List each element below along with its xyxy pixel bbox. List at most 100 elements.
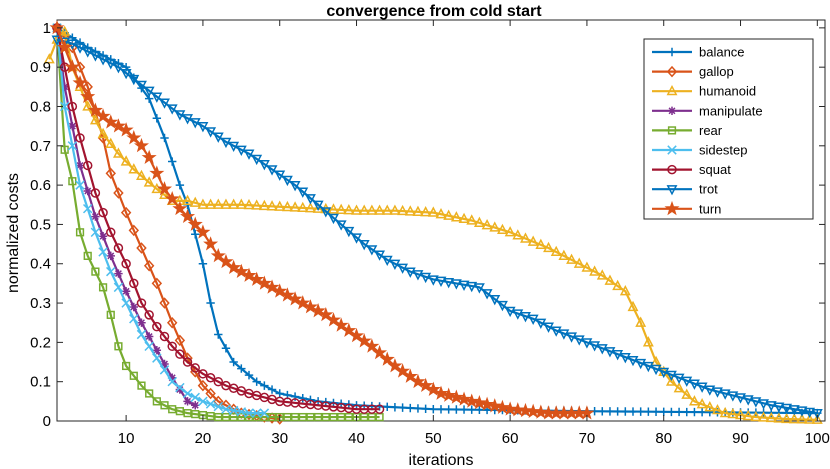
data-point-turn: [103, 114, 119, 129]
data-point-turn: [379, 351, 395, 366]
data-point-trot: [166, 104, 178, 115]
data-point-trot: [612, 350, 624, 361]
legend-label-squat: squat: [699, 162, 731, 177]
data-point-humanoid: [266, 200, 278, 211]
data-point-gallop: [151, 277, 163, 290]
data-point-humanoid: [182, 194, 194, 205]
data-point-trot: [51, 35, 63, 46]
data-point-trot: [358, 239, 370, 251]
legend-items: balance gallop humanoid manipulate rear sides…: [652, 45, 763, 216]
data-point-humanoid: [427, 206, 439, 217]
data-point-trot: [366, 245, 378, 256]
data-point-trot: [673, 373, 685, 384]
data-point-humanoid: [466, 214, 478, 225]
data-point-trot: [619, 353, 631, 364]
data-point-rear: [298, 412, 307, 422]
data-point-sidestep: [75, 180, 85, 190]
data-point-squat: [167, 341, 177, 352]
data-point-balance: [298, 393, 307, 403]
data-point-balance: [682, 407, 691, 417]
data-point-manipulate: [160, 359, 169, 369]
data-point-balance: [621, 407, 630, 416]
data-point-balance: [421, 404, 430, 414]
data-point-humanoid: [527, 235, 539, 246]
data-point-sidestep: [251, 408, 262, 418]
y-tick-label: 0.9: [30, 59, 51, 76]
x-tick-label: 70: [579, 430, 596, 447]
data-point-trot: [274, 170, 286, 181]
data-point-humanoid: [589, 265, 601, 276]
data-point-sidestep: [136, 329, 147, 340]
data-point-trot: [573, 335, 585, 346]
data-point-turn: [487, 398, 503, 413]
data-point-trot: [788, 405, 800, 416]
data-point-turn: [157, 181, 173, 196]
data-point-rear: [114, 342, 123, 351]
data-point-humanoid: [312, 202, 324, 213]
data-point-humanoid: [642, 336, 654, 347]
data-point-turn: [349, 327, 365, 343]
data-point-trot: [297, 187, 309, 198]
data-point-sidestep: [182, 388, 193, 399]
data-point-turn: [333, 317, 349, 332]
data-point-turn: [264, 279, 280, 294]
data-point-humanoid: [804, 413, 816, 424]
data-point-turn: [448, 389, 464, 404]
data-point-turn: [72, 75, 88, 90]
data-point-rear: [206, 411, 215, 421]
y-tick-label: 0: [43, 413, 51, 430]
data-point-gallop: [143, 259, 155, 272]
data-point-humanoid: [773, 412, 785, 423]
data-point-humanoid: [105, 137, 117, 148]
data-point-turn: [49, 19, 65, 35]
data-point-balance: [697, 407, 707, 417]
data-point-sidestep: [159, 365, 170, 375]
data-point-trot: [427, 275, 439, 286]
data-point-turn: [295, 295, 311, 310]
data-point-humanoid: [205, 198, 217, 209]
data-point-humanoid: [558, 249, 570, 260]
data-point-humanoid: [189, 196, 201, 207]
data-point-balance: [413, 404, 423, 413]
data-point-humanoid: [243, 198, 255, 210]
data-point-humanoid: [220, 198, 232, 209]
data-point-trot: [389, 259, 401, 270]
data-point-rear: [160, 401, 169, 410]
x-tick-label: 40: [348, 430, 365, 447]
data-point-trot: [328, 213, 339, 225]
data-point-balance: [644, 407, 653, 416]
data-point-turn: [256, 275, 272, 290]
data-point-manipulate: [75, 161, 85, 170]
data-point-balance: [452, 405, 461, 414]
data-point-humanoid: [281, 200, 293, 212]
data-point-turn: [164, 190, 180, 206]
data-point-sidestep: [236, 407, 247, 417]
data-point-humanoid: [335, 203, 347, 214]
data-point-balance: [267, 385, 277, 394]
data-point-balance: [651, 407, 661, 416]
data-point-turn: [287, 291, 303, 306]
data-point-trot: [481, 289, 493, 300]
data-point-balance: [198, 259, 208, 268]
data-point-humanoid: [328, 203, 339, 214]
data-point-humanoid: [765, 411, 777, 423]
data-point-trot: [704, 385, 716, 396]
data-point-rear: [314, 412, 323, 422]
data-point-rear: [214, 412, 223, 422]
data-point-humanoid: [543, 241, 554, 253]
legend-label-humanoid: humanoid: [699, 84, 756, 99]
data-point-turn: [364, 338, 380, 353]
data-point-turn: [441, 387, 457, 402]
data-point-balance: [459, 405, 469, 414]
legend-marker-balance: [667, 47, 677, 57]
data-point-squat: [106, 227, 116, 238]
data-point-trot: [143, 86, 155, 97]
data-point-turn: [410, 373, 426, 389]
legend-marker-gallop: [666, 65, 678, 78]
data-point-humanoid: [82, 100, 94, 111]
legend-label-turn: turn: [699, 201, 721, 216]
data-point-turn: [279, 287, 295, 302]
y-tick-label: 0.5: [30, 216, 51, 233]
data-point-balance: [229, 357, 238, 367]
